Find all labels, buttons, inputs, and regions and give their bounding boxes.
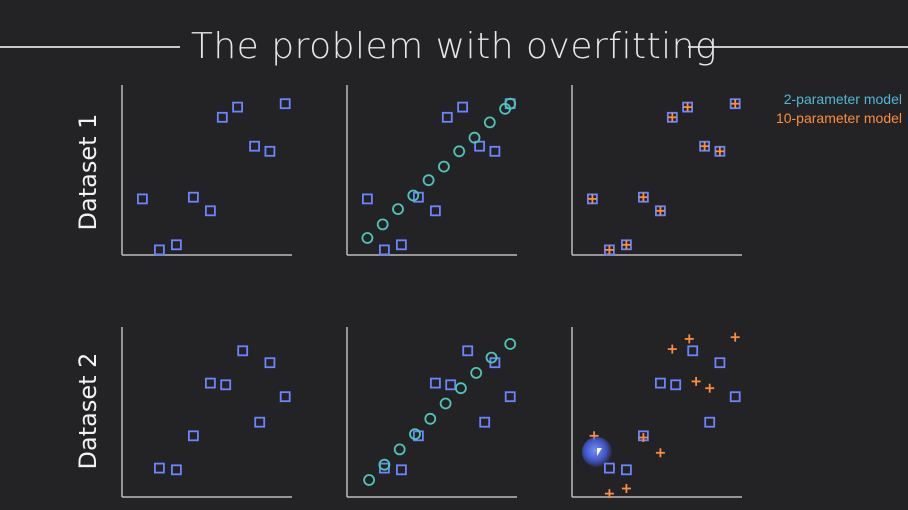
fit-point-10-parameter xyxy=(667,112,677,122)
data-point-square xyxy=(237,345,249,357)
data-point-square xyxy=(714,357,726,369)
data-point-square xyxy=(429,377,441,389)
data-point-square xyxy=(378,244,390,256)
data-point-square xyxy=(204,205,216,217)
fit-point-10-parameter xyxy=(730,99,740,109)
legend: 2-parameter model 10-parameter model xyxy=(776,90,902,128)
fit-point-10-parameter xyxy=(667,344,677,354)
data-point-square xyxy=(429,205,441,217)
data-point-square xyxy=(704,416,716,428)
data-point-square xyxy=(395,464,407,476)
fit-point-10-parameter xyxy=(684,334,694,344)
data-point-square xyxy=(670,379,682,391)
data-point-square xyxy=(264,357,276,369)
fit-point-10-parameter xyxy=(604,245,614,255)
title-rule-right xyxy=(688,46,908,48)
data-point-square xyxy=(687,345,699,357)
fit-point-2-parameter xyxy=(504,97,517,110)
mouse-pointer-icon xyxy=(597,448,602,456)
legend-item-2-parameter: 2-parameter model xyxy=(783,91,902,107)
fit-point-10-parameter xyxy=(683,102,693,112)
fit-point-10-parameter xyxy=(655,206,665,216)
data-point-square xyxy=(249,140,261,152)
fit-point-2-parameter xyxy=(504,338,517,350)
data-point-square xyxy=(604,462,615,474)
data-point-square xyxy=(395,239,407,251)
data-point-square xyxy=(187,191,199,203)
fit-point-2-parameter xyxy=(393,443,406,456)
title-rule-left xyxy=(0,46,180,48)
data-point-square xyxy=(136,193,148,205)
legend-item-10-parameter: 10-parameter model xyxy=(775,110,902,126)
fit-point-2-parameter xyxy=(392,203,404,216)
fit-point-2-parameter xyxy=(363,474,376,486)
data-point-square xyxy=(504,391,516,403)
data-point-square xyxy=(457,101,469,113)
fit-point-2-parameter xyxy=(483,116,496,129)
data-point-square xyxy=(187,430,199,442)
data-point-square xyxy=(279,391,291,403)
fit-point-2-parameter xyxy=(439,397,452,410)
data-point-square xyxy=(153,244,165,256)
data-point-square xyxy=(361,193,373,205)
data-point-square xyxy=(204,377,216,389)
fit-point-10-parameter xyxy=(621,484,631,493)
data-point-square xyxy=(170,464,182,476)
fit-point-10-parameter xyxy=(715,146,725,156)
data-point-square xyxy=(279,98,291,110)
fit-point-10-parameter xyxy=(655,448,665,458)
fit-point-10-parameter xyxy=(691,376,701,386)
fit-point-10-parameter xyxy=(621,240,631,250)
fit-point-10-parameter xyxy=(705,383,715,393)
data-point-square xyxy=(474,140,486,152)
fit-point-10-parameter xyxy=(604,489,614,499)
data-point-square xyxy=(445,379,457,391)
fit-point-2-parameter xyxy=(470,366,483,379)
data-point-square xyxy=(254,416,266,428)
fit-point-2-parameter xyxy=(361,232,374,244)
fit-point-2-parameter xyxy=(453,145,466,158)
data-point-square xyxy=(489,145,501,157)
page-title: The problem with overfitting xyxy=(190,26,718,67)
data-point-square xyxy=(232,101,244,113)
data-point-square xyxy=(655,377,666,389)
data-point-square xyxy=(170,239,182,251)
data-point-square xyxy=(153,462,165,474)
fit-point-2-parameter xyxy=(454,382,467,395)
fit-point-2-parameter xyxy=(437,160,450,173)
fit-point-10-parameter xyxy=(700,141,710,151)
data-point-square xyxy=(441,111,453,123)
fit-point-10-parameter xyxy=(730,332,740,342)
fit-point-2-parameter xyxy=(422,174,435,187)
data-point-square xyxy=(264,145,276,157)
fit-point-2-parameter xyxy=(468,131,481,144)
fit-point-2-parameter xyxy=(376,218,389,231)
fit-point-10-parameter xyxy=(638,192,648,202)
fit-point-2-parameter xyxy=(485,351,498,364)
data-point-square xyxy=(479,416,491,428)
data-point-square xyxy=(220,379,232,391)
data-point-square xyxy=(462,345,474,357)
fit-point-2-parameter xyxy=(378,458,391,471)
fit-point-10-parameter xyxy=(587,194,597,204)
fit-point-2-parameter xyxy=(424,412,437,425)
fit-point-2-parameter xyxy=(407,189,420,202)
data-point-square xyxy=(729,391,741,403)
fit-point-10-parameter xyxy=(638,433,648,442)
fit-point-2-parameter xyxy=(409,428,421,441)
data-point-square xyxy=(216,111,228,123)
data-point-square xyxy=(621,464,632,476)
